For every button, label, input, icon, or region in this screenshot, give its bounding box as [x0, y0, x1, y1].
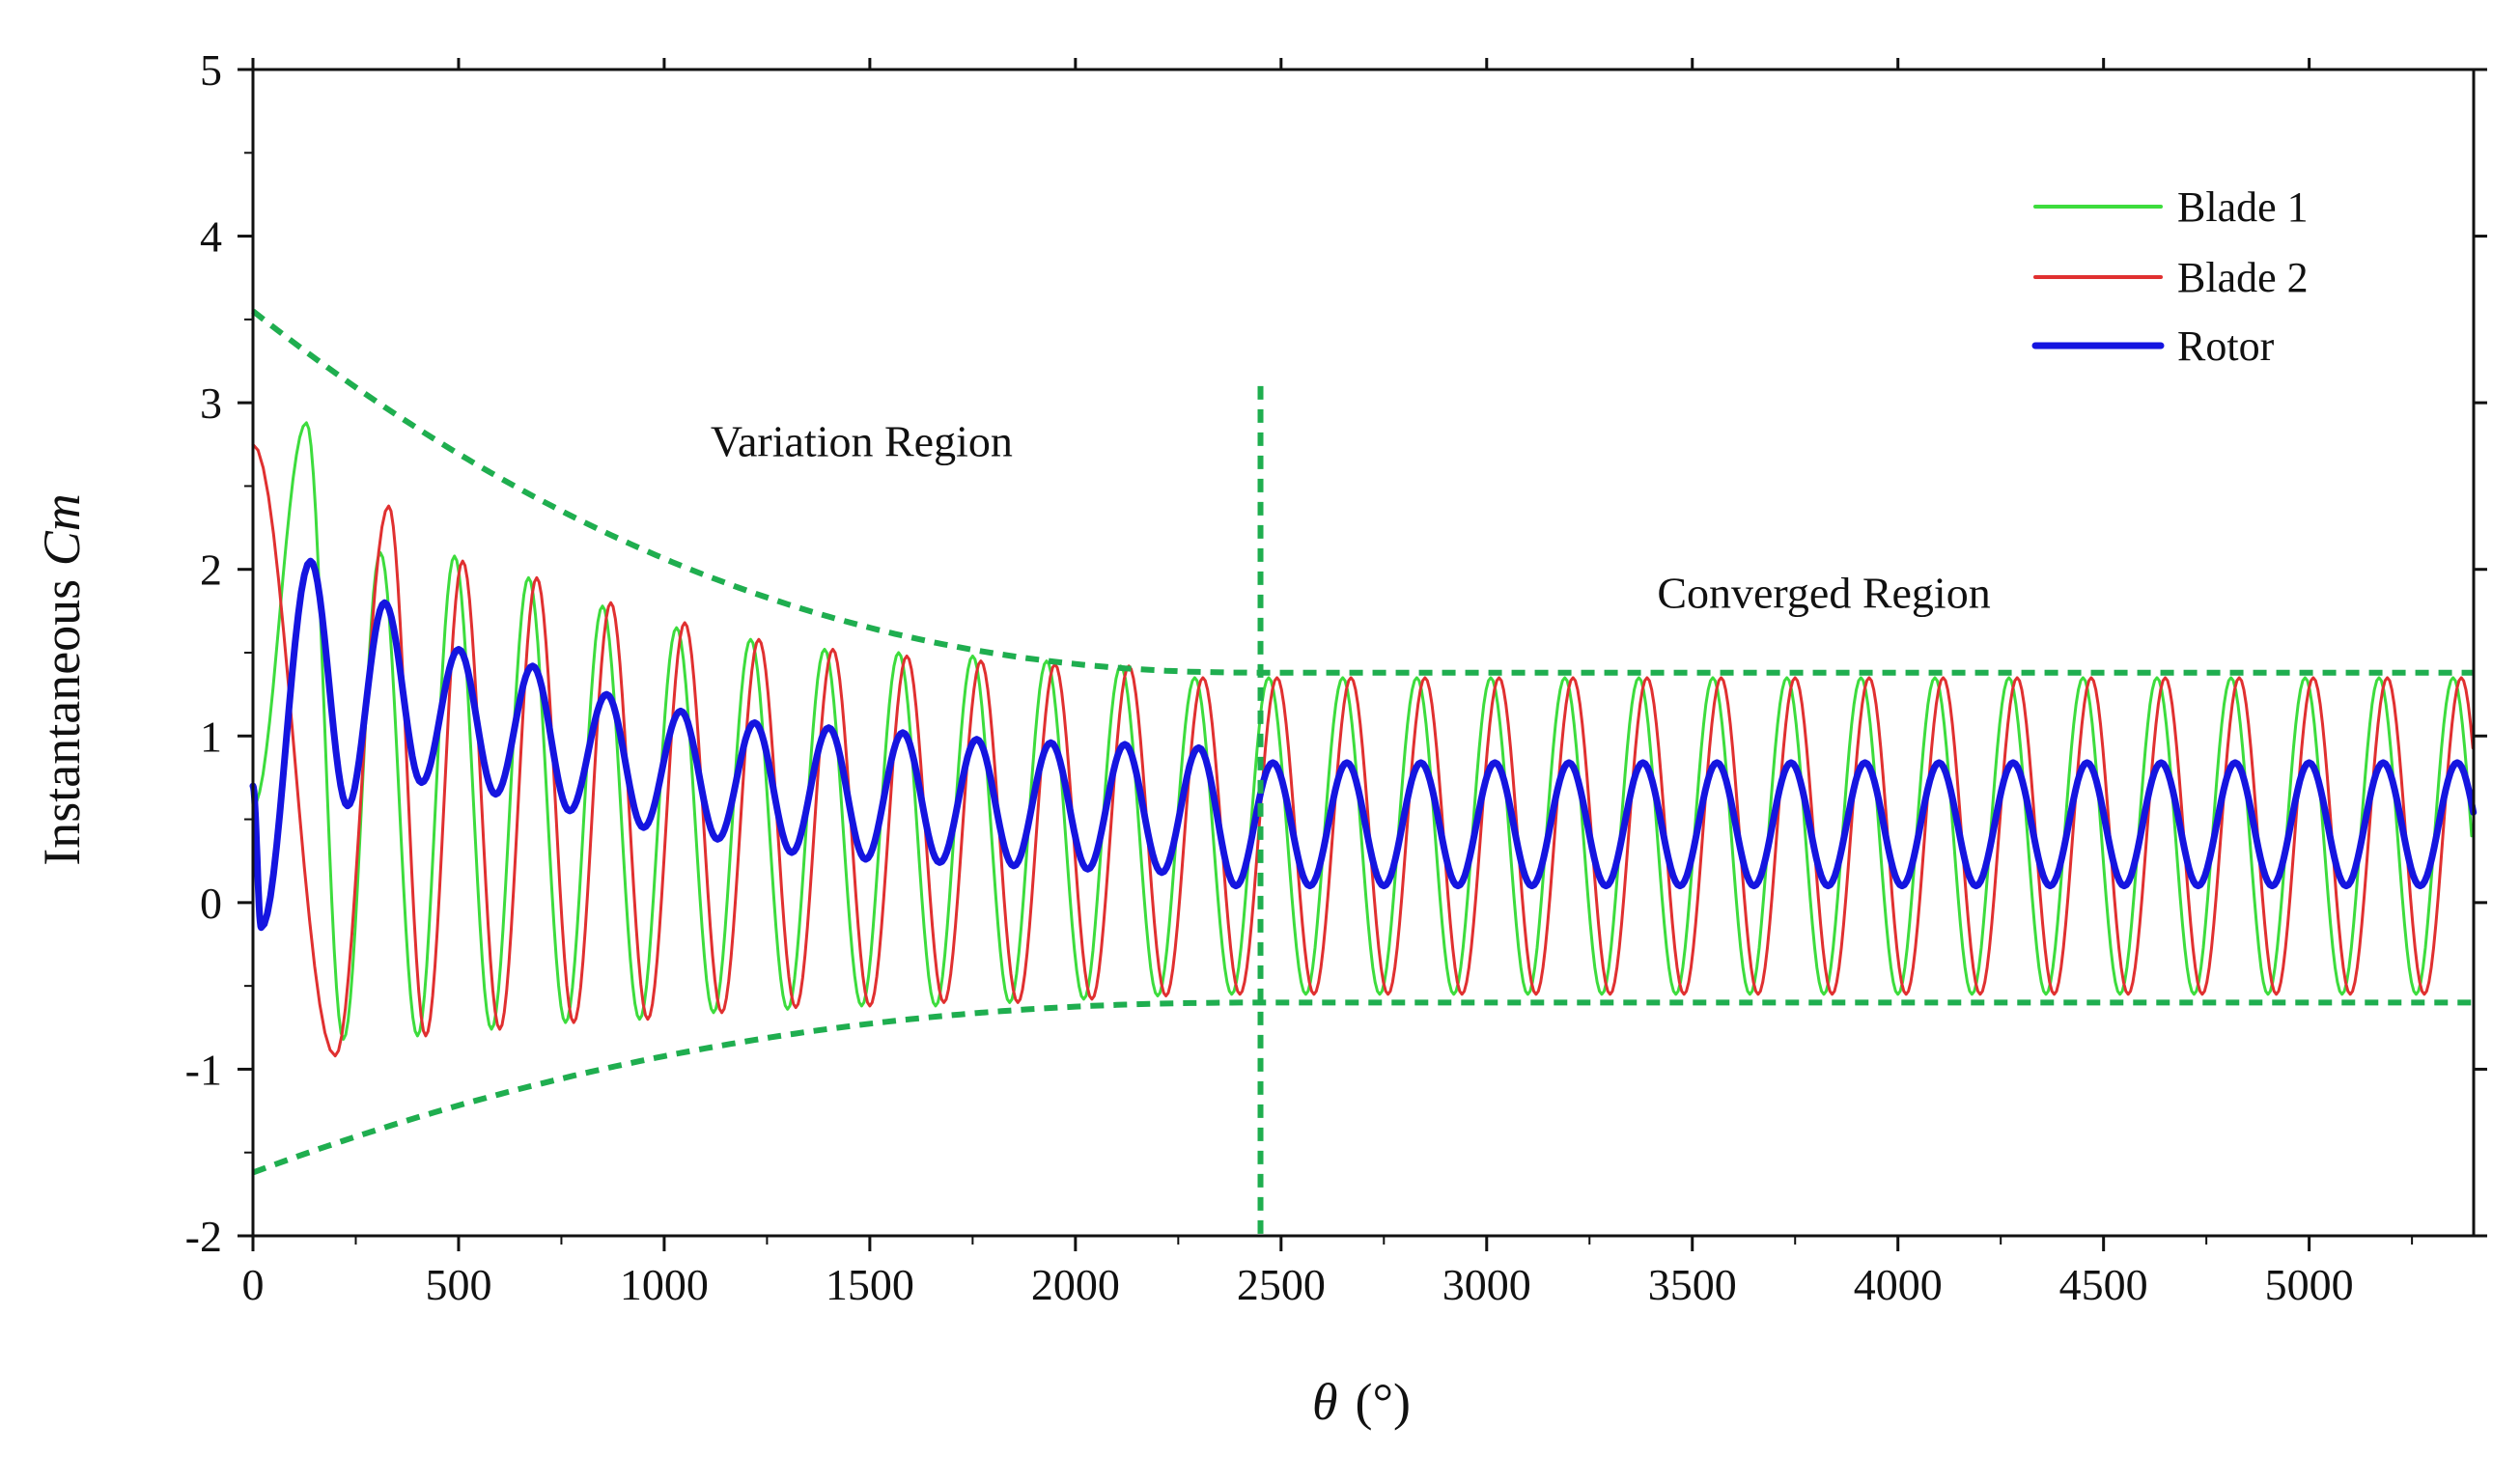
y-tick-label: 4 — [200, 212, 222, 262]
x-tick-label: 0 — [242, 1260, 265, 1309]
legend-label-blade-2: Blade 2 — [2177, 254, 2309, 301]
annotation-variation-region: Variation Region — [711, 416, 1013, 465]
y-axis-title-prefix: Instantaneous — [33, 566, 91, 865]
x-axis-unit: (°) — [1355, 1373, 1411, 1431]
series-line-blade-1 — [251, 421, 2474, 1041]
annotation-converged-region: Converged Region — [1657, 568, 1990, 617]
series-line-rotor — [249, 557, 2478, 932]
x-tick-label: 1000 — [620, 1260, 709, 1309]
y-tick-label: -2 — [185, 1212, 222, 1261]
x-tick-label: 5000 — [2265, 1260, 2354, 1309]
series-line-blade-2 — [251, 442, 2475, 1058]
x-tick-label: 1500 — [826, 1260, 914, 1309]
legend-label-blade-1: Blade 1 — [2177, 183, 2309, 231]
y-tick-label: -1 — [185, 1045, 222, 1094]
x-tick-label: 2000 — [1031, 1260, 1120, 1309]
legend-label-rotor: Rotor — [2177, 322, 2275, 370]
x-axis: 0 500 1000 1500 2000 2500 3000 3500 4000 4500 5000 — [242, 58, 2414, 1309]
x-axis-title: θ (°) — [1312, 1373, 1411, 1431]
x-tick-label: 2500 — [1237, 1260, 1326, 1309]
y-tick-label: 1 — [200, 712, 222, 761]
y-axis: 5 4 3 2 1 0 -1 -2 — [185, 45, 2487, 1261]
envelope-layer — [251, 308, 2474, 1236]
x-axis-symbol: θ — [1312, 1373, 1338, 1431]
x-tick-label: 4000 — [1854, 1260, 1943, 1309]
y-tick-label: 0 — [200, 879, 222, 928]
y-tick-label: 5 — [200, 45, 222, 95]
legend: Blade 1 Blade 2 Rotor — [2031, 183, 2309, 370]
x-tick-label: 4500 — [2059, 1260, 2148, 1309]
upper-envelope — [251, 308, 2474, 676]
y-tick-label: 2 — [200, 546, 222, 595]
x-tick-label: 3500 — [1648, 1260, 1737, 1309]
y-tick-label: 3 — [200, 378, 222, 428]
plot-series-layer — [249, 421, 2478, 1058]
x-tick-label: 500 — [425, 1260, 491, 1309]
y-axis-title-symbol: Cm — [33, 493, 91, 566]
y-axis-title: Instantaneous Cm — [33, 493, 91, 865]
x-tick-label: 3000 — [1442, 1260, 1531, 1309]
